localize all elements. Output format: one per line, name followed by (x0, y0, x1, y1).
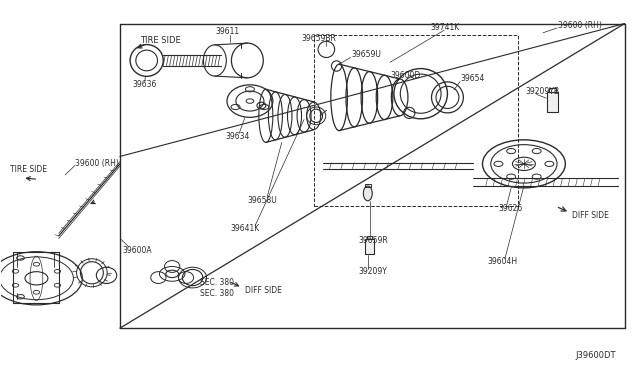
Bar (547, 92, 558, 112)
Text: DIFF SIDE: DIFF SIDE (572, 211, 609, 220)
Text: 39600 (RH): 39600 (RH) (76, 158, 119, 168)
Text: 39659R: 39659R (358, 236, 388, 245)
Text: 39600A: 39600A (122, 246, 152, 255)
Text: 39658U: 39658U (247, 196, 277, 205)
Text: DIFF SIDE: DIFF SIDE (245, 286, 282, 295)
Text: 39600 (RH): 39600 (RH) (557, 21, 602, 30)
Text: TIRE SIDE: TIRE SIDE (10, 165, 47, 174)
Bar (367, 236, 372, 239)
Text: 39209YB: 39209YB (525, 87, 559, 96)
Ellipse shape (364, 186, 372, 201)
Text: 39604H: 39604H (487, 257, 517, 266)
Text: 39636: 39636 (132, 80, 156, 89)
Text: 39209Y: 39209Y (358, 267, 387, 276)
Text: 39741K: 39741K (430, 23, 460, 32)
Bar (548, 88, 556, 92)
Text: 39626: 39626 (499, 203, 523, 213)
Text: 39634: 39634 (226, 132, 250, 141)
Text: SEC. 380: SEC. 380 (200, 278, 234, 287)
Bar (365, 184, 371, 187)
Bar (314, 35, 518, 206)
Bar (365, 239, 374, 254)
Text: SEC. 380: SEC. 380 (200, 289, 234, 298)
Text: 39659U: 39659U (352, 51, 381, 60)
Text: 39600D: 39600D (390, 71, 420, 80)
Text: 39641K: 39641K (231, 224, 260, 233)
Text: 39611: 39611 (216, 27, 239, 36)
Text: TIRE SIDE: TIRE SIDE (140, 36, 181, 45)
Text: 39654: 39654 (460, 74, 484, 83)
Text: 39659BR: 39659BR (301, 34, 336, 43)
Text: J39600DT: J39600DT (576, 351, 616, 360)
